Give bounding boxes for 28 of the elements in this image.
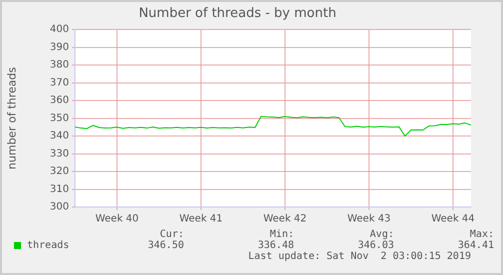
x-tick-label: Week 44 — [431, 214, 475, 225]
y-tick-label: 320 — [50, 166, 69, 178]
text: Cur: — [158, 229, 184, 240]
y-tick-label: 310 — [50, 184, 69, 195]
y-tick-label: 350 — [50, 112, 69, 124]
text: Last update: Sat Nov 2 03:00:15 2019 — [247, 251, 471, 262]
y-tick-label: 370 — [50, 77, 69, 88]
y-tick-label: 300 — [50, 202, 69, 213]
y-tick-label: 400 — [50, 24, 69, 36]
text: 336.48 — [256, 240, 294, 251]
y-tick-label: 390 — [50, 42, 69, 53]
text: 346.50 — [146, 240, 184, 251]
x-tick-label: Week 43 — [347, 214, 391, 225]
y-axis-title: number of threads — [5, 66, 18, 170]
x-tick-label: Week 41 — [179, 214, 223, 225]
text: 346.03 — [356, 240, 394, 251]
y-tick-label: 330 — [50, 148, 69, 160]
text: Avg: — [368, 229, 394, 240]
y-tick-label: 380 — [50, 60, 69, 71]
x-tick-label: Week 42 — [263, 214, 307, 225]
x-tick-label: Week 40 — [95, 214, 139, 225]
chart-title: Number of threads - by month — [138, 6, 336, 22]
text: Min: — [268, 229, 294, 240]
y-tick-label: 360 — [50, 95, 69, 106]
text: Max: — [468, 229, 494, 240]
text: 364.41 — [456, 240, 494, 251]
legend-label: threads — [27, 240, 70, 251]
y-tick-label: 340 — [50, 130, 69, 142]
